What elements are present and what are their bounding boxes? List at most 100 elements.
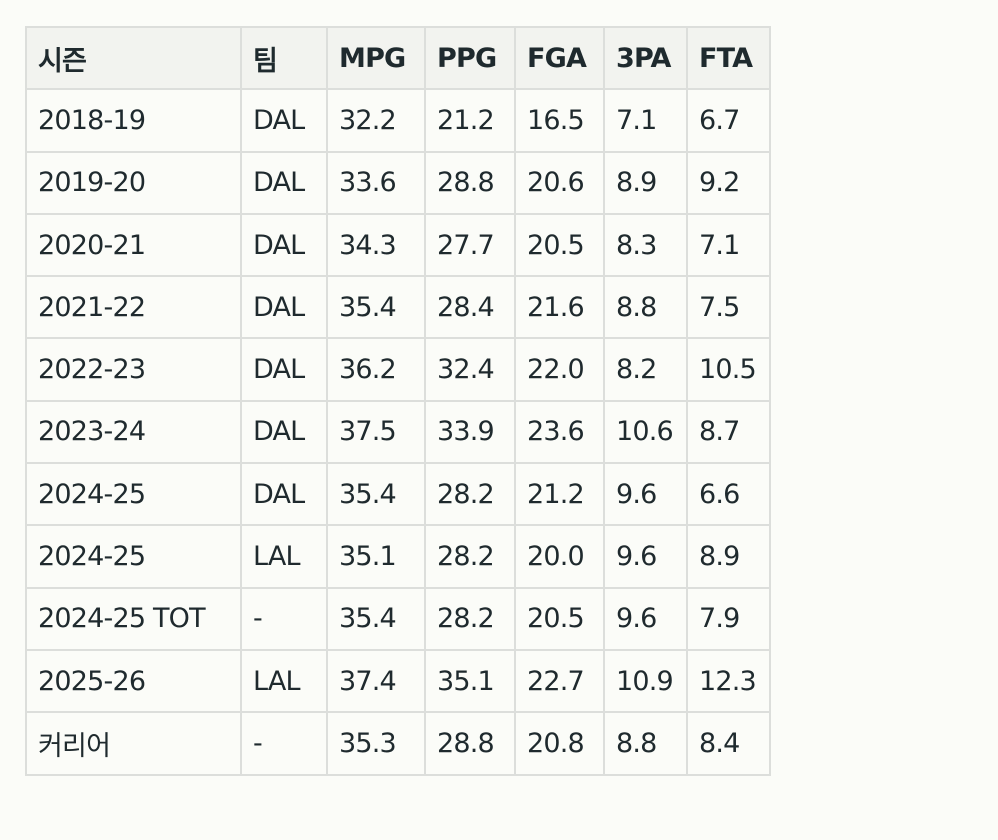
cell-fga: 20.5	[514, 586, 605, 651]
cell-3pa: 10.6	[603, 399, 688, 465]
table-row: 2024-25 TOT -35.4 28.2 20.5 9.6 7.9	[25, 586, 771, 651]
table-row: 2024-25 DAL 35.4 28.2 21.2 9.6 6.6	[25, 462, 771, 527]
cell-ppg: 28.2	[424, 586, 516, 651]
table-row: 2024-25 LAL 35.1 28.2 20.0 9.6 8.9	[25, 524, 771, 589]
table-body: 2018-19 DAL 32.2 21.2 16.5 7.1 6.7 2019-20 DAL 33…	[25, 88, 771, 776]
cell-team: -	[240, 711, 328, 776]
stats-table-container: 시즌 팀 MPG PPG FGA 3PA FTA 2018-19 DAL 32.2 21.2 16.…	[25, 25, 771, 776]
table-row: 2021-22 DAL 35.4 28.4 21.6 8.8 7.5	[25, 275, 771, 340]
table-header: 시즌 팀 MPG PPG FGA 3PA FTA	[25, 25, 771, 91]
cell-team: DAL	[240, 399, 328, 465]
table-row: 2025-26 LAL 37.4 35.1 22.7 10.9 12.3	[25, 648, 771, 714]
cell-fta: 8.4	[686, 711, 771, 776]
cell-fta: 7.5	[686, 275, 771, 340]
cell-fta: 8.7	[686, 399, 771, 465]
cell-season: 2021-22	[25, 275, 242, 340]
cell-ppg: 28.8	[424, 711, 516, 776]
cell-ppg: 28.8	[424, 150, 516, 215]
cell-fga: 20.0	[514, 524, 605, 589]
cell-mpg: 35.4	[326, 275, 426, 340]
cell-3pa: 8.2	[603, 337, 688, 402]
cell-mpg: 34.3	[326, 212, 426, 278]
cell-team: DAL	[240, 150, 328, 215]
table-row: 2020-21 DAL 34.3 27.7 20.5 8.3 7.1	[25, 212, 771, 278]
cell-3pa: 9.6	[603, 586, 688, 651]
cell-fga: 20.6	[514, 150, 605, 215]
cell-3pa: 8.8	[603, 275, 688, 340]
cell-ppg: 28.4	[424, 275, 516, 340]
stats-table: 시즌 팀 MPG PPG FGA 3PA FTA 2018-19 DAL 32.2 21.2 16.…	[25, 25, 771, 776]
cell-season: 2023-24	[25, 399, 242, 465]
cell-ppg: 28.2	[424, 524, 516, 589]
table-row: 커리어 -35.3 28.8 20.8 8.8 8.4	[25, 711, 771, 776]
cell-season: 2025-26	[25, 648, 242, 714]
cell-3pa: 7.1	[603, 88, 688, 153]
cell-team: DAL	[240, 337, 328, 402]
cell-3pa: 8.9	[603, 150, 688, 215]
header-fta: FTA	[686, 25, 771, 91]
table-row: 2018-19 DAL 32.2 21.2 16.5 7.1 6.7	[25, 88, 771, 153]
cell-team: DAL	[240, 88, 328, 153]
cell-fga: 22.7	[514, 648, 605, 714]
header-fga: FGA	[514, 25, 605, 91]
cell-ppg: 28.2	[424, 462, 516, 527]
cell-season: 커리어	[25, 711, 242, 776]
cell-mpg: 37.4	[326, 648, 426, 714]
cell-team: DAL	[240, 212, 328, 278]
cell-mpg: 37.5	[326, 399, 426, 465]
cell-team: DAL	[240, 275, 328, 340]
cell-fga: 21.6	[514, 275, 605, 340]
cell-ppg: 27.7	[424, 212, 516, 278]
cell-fga: 16.5	[514, 88, 605, 153]
table-row: 2022-23 DAL 36.2 32.4 22.0 8.2 10.5	[25, 337, 771, 402]
cell-mpg: 35.4	[326, 586, 426, 651]
cell-fga: 20.8	[514, 711, 605, 776]
cell-fga: 21.2	[514, 462, 605, 527]
cell-fga: 22.0	[514, 337, 605, 402]
cell-3pa: 8.3	[603, 212, 688, 278]
cell-season: 2018-19	[25, 88, 242, 153]
cell-ppg: 35.1	[424, 648, 516, 714]
table-row: 2023-24 DAL 37.5 33.9 23.6 10.6 8.7	[25, 399, 771, 465]
cell-3pa: 9.6	[603, 524, 688, 589]
cell-ppg: 33.9	[424, 399, 516, 465]
cell-season: 2024-25 TOT	[25, 586, 242, 651]
cell-3pa: 9.6	[603, 462, 688, 527]
cell-ppg: 32.4	[424, 337, 516, 402]
cell-fta: 6.6	[686, 462, 771, 527]
cell-3pa: 10.9	[603, 648, 688, 714]
cell-mpg: 35.3	[326, 711, 426, 776]
cell-mpg: 33.6	[326, 150, 426, 215]
cell-season: 2024-25	[25, 462, 242, 527]
cell-fta: 10.5	[686, 337, 771, 402]
header-mpg: MPG	[326, 25, 426, 91]
header-ppg: PPG	[424, 25, 516, 91]
cell-fta: 9.2	[686, 150, 771, 215]
cell-fta: 12.3	[686, 648, 771, 714]
cell-mpg: 36.2	[326, 337, 426, 402]
cell-team: -	[240, 586, 328, 651]
cell-fta: 8.9	[686, 524, 771, 589]
header-3pa: 3PA	[603, 25, 688, 91]
cell-fta: 6.7	[686, 88, 771, 153]
cell-season: 2020-21	[25, 212, 242, 278]
table-row: 2019-20 DAL 33.6 28.8 20.6 8.9 9.2	[25, 150, 771, 215]
cell-3pa: 8.8	[603, 711, 688, 776]
cell-fga: 23.6	[514, 399, 605, 465]
cell-mpg: 35.4	[326, 462, 426, 527]
cell-mpg: 35.1	[326, 524, 426, 589]
header-row: 시즌 팀 MPG PPG FGA 3PA FTA	[25, 25, 771, 91]
cell-team: LAL	[240, 648, 328, 714]
header-team: 팀	[240, 25, 328, 91]
cell-mpg: 32.2	[326, 88, 426, 153]
cell-ppg: 21.2	[424, 88, 516, 153]
cell-team: DAL	[240, 462, 328, 527]
cell-team: LAL	[240, 524, 328, 589]
header-season: 시즌	[25, 25, 242, 91]
cell-season: 2022-23	[25, 337, 242, 402]
cell-fga: 20.5	[514, 212, 605, 278]
cell-season: 2024-25	[25, 524, 242, 589]
cell-fta: 7.9	[686, 586, 771, 651]
cell-fta: 7.1	[686, 212, 771, 278]
cell-season: 2019-20	[25, 150, 242, 215]
